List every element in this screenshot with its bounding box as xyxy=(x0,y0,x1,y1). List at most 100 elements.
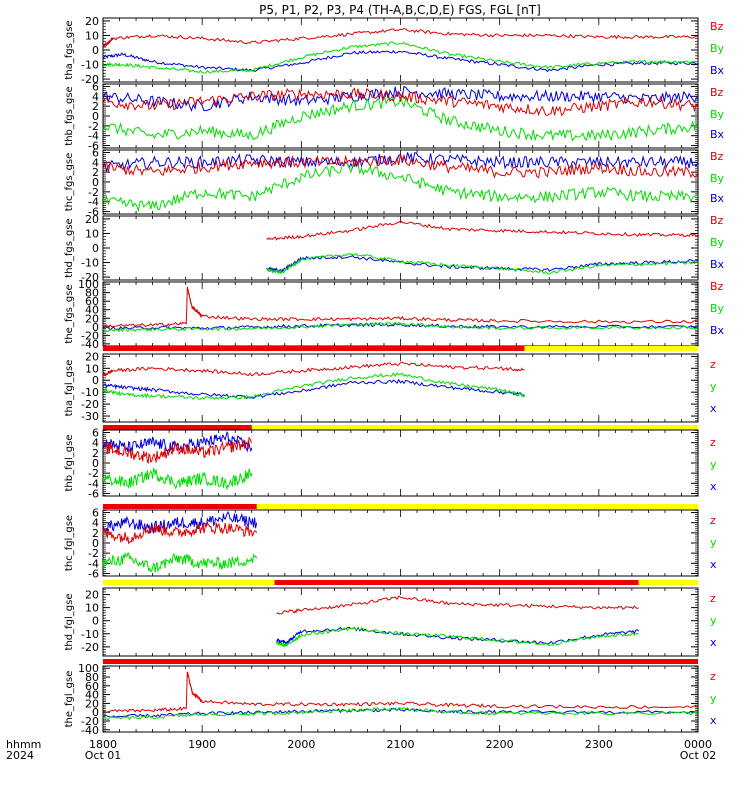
availability-bar-off xyxy=(103,425,698,430)
series-line-Bx xyxy=(103,50,698,73)
y-tick-label: -30 xyxy=(81,410,99,423)
legend-label-z: z xyxy=(710,358,716,371)
legend-label-Bz: Bz xyxy=(710,20,724,33)
panel-frame xyxy=(102,353,699,423)
y-tick-label: -2 xyxy=(88,186,99,199)
x-row-label-time: hhmm xyxy=(6,738,41,751)
y-tick-label: 6 xyxy=(92,146,99,159)
x-tick-label: 1900 xyxy=(188,738,216,751)
y-tick-label: 0 xyxy=(92,110,99,123)
y-tick-label: 0 xyxy=(92,242,99,255)
legend-label-x: x xyxy=(710,714,717,727)
y-tick-label: 4 xyxy=(92,156,99,169)
y-tick-label: -6 xyxy=(88,567,99,580)
y-axis-label: thb_fgl_gse xyxy=(64,435,75,492)
y-axis-label: thc_fgs_gse xyxy=(64,153,75,212)
y-tick-label: -20 xyxy=(81,73,99,86)
y-tick-label: -40 xyxy=(81,338,99,351)
series-line-Bz xyxy=(103,87,698,117)
panel-frame xyxy=(102,509,699,577)
y-tick-label: -20 xyxy=(81,715,99,728)
series-line-x xyxy=(103,707,698,719)
legend-label-By: By xyxy=(710,236,725,249)
x-tick-label: 2100 xyxy=(387,738,415,751)
panel-frame xyxy=(102,665,699,733)
x-row-label-year: 2024 xyxy=(6,749,34,762)
y-tick-label: 4 xyxy=(92,517,99,530)
x-tick-sublabel: Oct 01 xyxy=(85,749,122,762)
y-tick-label: -4 xyxy=(88,477,99,490)
y-tick-label: 0 xyxy=(92,457,99,470)
availability-bar-on xyxy=(103,659,698,664)
availability-bar-off xyxy=(103,504,698,509)
series-line-z xyxy=(103,361,525,378)
series-line-By xyxy=(266,252,698,276)
series-line-z xyxy=(103,436,253,465)
y-axis-label: thc_fgl_gse xyxy=(64,515,75,571)
y-tick-label: 0 xyxy=(92,321,99,334)
panel-frame xyxy=(102,429,699,497)
x-tick-label: 2000 xyxy=(287,738,315,751)
legend-label-By: By xyxy=(710,108,725,121)
y-tick-label: -20 xyxy=(81,398,99,411)
y-tick-label: 10 xyxy=(85,227,99,240)
series-line-x xyxy=(276,626,639,646)
y-tick-label: -20 xyxy=(81,271,99,284)
y-tick-label: -10 xyxy=(81,386,99,399)
y-tick-label: 20 xyxy=(85,697,99,710)
legend-label-y: y xyxy=(710,692,717,705)
series-line-By xyxy=(103,95,698,142)
legend-label-x: x xyxy=(710,636,717,649)
panel-frame xyxy=(102,17,699,83)
series-line-Bx xyxy=(103,85,698,112)
y-tick-label: -2 xyxy=(88,547,99,560)
legend-label-z: z xyxy=(710,670,716,683)
legend-label-Bz: Bz xyxy=(710,280,724,293)
legend-label-Bz: Bz xyxy=(710,150,724,163)
y-tick-label: -10 xyxy=(81,59,99,72)
panel-frame xyxy=(102,281,699,347)
panel-frame xyxy=(102,587,699,657)
y-tick-label: -6 xyxy=(88,206,99,219)
series-line-Bx xyxy=(103,152,698,173)
y-tick-label: 2 xyxy=(92,100,99,113)
y-tick-label: -6 xyxy=(88,140,99,153)
x-tick-sublabel: Oct 02 xyxy=(680,749,717,762)
series-line-Bz xyxy=(103,153,698,179)
y-tick-label: 6 xyxy=(92,80,99,93)
legend-label-By: By xyxy=(710,172,725,185)
y-axis-label: thd_fgs_gse xyxy=(64,218,75,277)
series-line-y xyxy=(103,707,698,721)
x-tick-label: 2200 xyxy=(486,738,514,751)
availability-bar-on xyxy=(103,425,252,430)
series-line-y xyxy=(103,467,253,491)
legend-label-Bz: Bz xyxy=(710,86,724,99)
series-line-Bz xyxy=(103,286,698,328)
legend-label-Bx: Bx xyxy=(710,192,725,205)
y-tick-label: 0 xyxy=(92,615,99,628)
series-line-x xyxy=(103,431,253,453)
y-tick-label: -10 xyxy=(81,628,99,641)
y-axis-label: thb_fgs_gse xyxy=(64,86,75,145)
y-tick-label: 2 xyxy=(92,527,99,540)
legend-label-By: By xyxy=(710,302,725,315)
panel-frame xyxy=(102,83,699,149)
legend-label-x: x xyxy=(710,480,717,493)
series-line-By xyxy=(103,321,698,333)
availability-bar-on xyxy=(103,346,525,351)
y-tick-label: 80 xyxy=(85,287,99,300)
y-tick-label: 20 xyxy=(85,213,99,226)
y-tick-label: 2 xyxy=(92,166,99,179)
legend-label-y: y xyxy=(710,458,717,471)
y-tick-label: 0 xyxy=(92,706,99,719)
series-line-y xyxy=(103,551,258,573)
availability-bar-on xyxy=(274,580,639,585)
